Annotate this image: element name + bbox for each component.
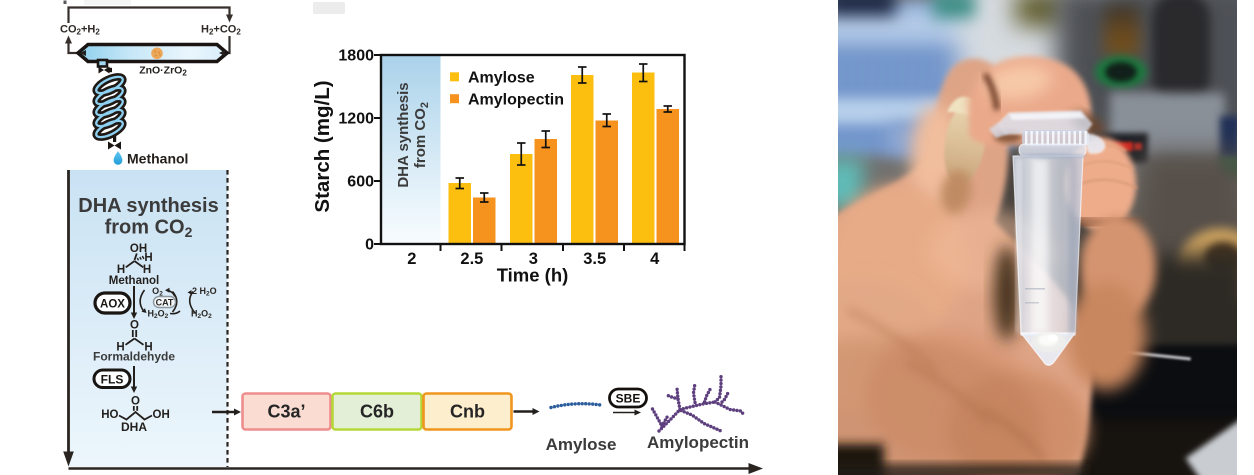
svg-text:Amylopectin: Amylopectin [647, 433, 749, 452]
svg-text:4: 4 [650, 250, 660, 268]
svg-text:2: 2 [407, 250, 416, 268]
svg-text:2 H2O: 2 H2O [192, 286, 217, 298]
svg-text:C6b: C6b [360, 402, 394, 422]
svg-text:DHA synthesis: DHA synthesis [78, 195, 218, 217]
svg-text:H: H [144, 342, 152, 354]
svg-text:C3a’: C3a’ [267, 402, 305, 422]
svg-text:O: O [130, 320, 139, 332]
svg-text:3: 3 [529, 250, 538, 268]
svg-text:HO: HO [101, 409, 118, 421]
svg-text:Methanol: Methanol [127, 151, 188, 167]
svg-text:Starch (mg/L): Starch (mg/L) [311, 80, 334, 212]
svg-text:600: 600 [347, 174, 374, 191]
svg-text:1800: 1800 [338, 48, 374, 65]
svg-text:CAT: CAT [156, 297, 174, 307]
svg-text:from CO2: from CO2 [105, 217, 193, 241]
svg-text:from CO2: from CO2 [412, 102, 431, 168]
svg-text:H2O2: H2O2 [191, 309, 212, 321]
svg-text:2.5: 2.5 [460, 250, 483, 268]
svg-text:FLS: FLS [101, 373, 124, 387]
svg-text:DHA: DHA [121, 420, 147, 434]
svg-text:Time (h): Time (h) [497, 265, 569, 286]
svg-text:O2: O2 [152, 286, 163, 298]
svg-text:ZnO·ZrO2: ZnO·ZrO2 [139, 65, 187, 78]
svg-text:H: H [143, 264, 151, 276]
svg-text:Amylose: Amylose [546, 435, 617, 454]
svg-text:CO2+H2: CO2+H2 [60, 24, 100, 37]
svg-text:Cnb: Cnb [450, 402, 485, 422]
svg-text:H: H [116, 342, 124, 354]
svg-text:H: H [144, 252, 152, 264]
svg-text:O: O [131, 396, 140, 408]
svg-text:H: H [117, 264, 125, 276]
svg-text:OH: OH [130, 243, 147, 255]
svg-text:OH: OH [153, 409, 170, 421]
svg-text:Methanol: Methanol [109, 275, 159, 287]
svg-text:Amylopectin: Amylopectin [468, 92, 564, 109]
svg-text:DHA synthesis: DHA synthesis [395, 82, 412, 187]
svg-text:AOX: AOX [100, 299, 125, 311]
svg-text:Formaldehyde: Formaldehyde [93, 350, 175, 364]
svg-text:SBE: SBE [616, 392, 641, 406]
svg-text:H2O2: H2O2 [148, 309, 169, 321]
svg-text:3.5: 3.5 [583, 250, 606, 268]
svg-text:H2+CO2: H2+CO2 [201, 24, 241, 37]
svg-text:0: 0 [365, 237, 374, 254]
svg-text:Amylose: Amylose [468, 70, 535, 87]
svg-text:1200: 1200 [338, 111, 374, 128]
